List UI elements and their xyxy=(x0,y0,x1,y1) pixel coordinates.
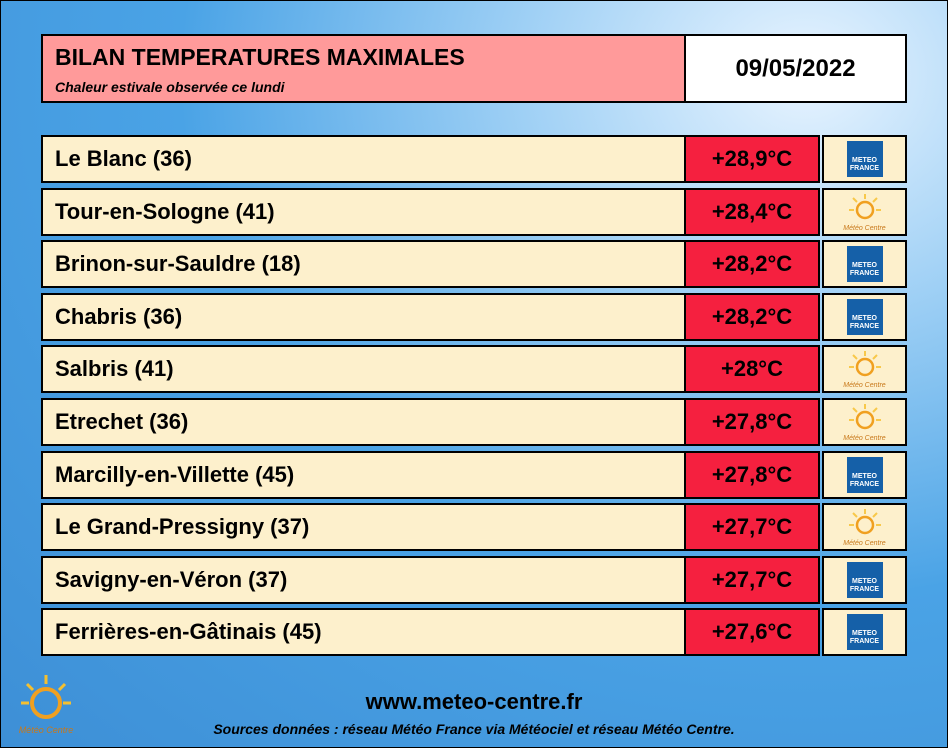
sun-icon xyxy=(848,404,881,430)
station: Le Blanc (36) xyxy=(41,135,686,183)
date: 09/05/2022 xyxy=(684,34,907,103)
meteo-centre-logo: Météo Centre xyxy=(840,402,890,442)
station: Le Grand-Pressigny (37) xyxy=(41,503,686,552)
logo-text: Météo Centre xyxy=(843,435,886,442)
station: Savigny-en-Véron (37) xyxy=(41,555,686,604)
logo-cell: METEO FRANCE xyxy=(822,450,907,499)
meteo-centre-logo: Météo Centre xyxy=(840,507,890,547)
logo-cell: Météo Centre xyxy=(822,503,907,552)
url: www.meteo-centre.fr xyxy=(365,689,583,714)
station: Etrechet (36) xyxy=(41,398,686,446)
sun-icon xyxy=(21,675,71,719)
sun-icon xyxy=(848,193,881,219)
station: Ferrières-en-Gâtinais (45) xyxy=(41,608,686,657)
temperature: +27,7°C xyxy=(684,503,820,552)
temperature: +27,8°C xyxy=(684,398,820,446)
header: BILAN TEMPERATURES MAXIMALES Chaleur est… xyxy=(41,34,686,103)
meteo-france-logo: METEO FRANCE xyxy=(846,298,883,335)
logo-cell: Météo Centre xyxy=(822,398,907,446)
logo-text: Météo Centre xyxy=(843,224,886,232)
station: Salbris (41) xyxy=(41,345,686,394)
title: BILAN TEMPERATURES MAXIMALES xyxy=(55,44,465,70)
temperature: +27,7°C xyxy=(684,555,820,604)
logo-cell: Météo Centre xyxy=(822,345,907,394)
logo-text: Météo Centre xyxy=(843,540,886,548)
station: Chabris (36) xyxy=(41,292,686,341)
sun-icon xyxy=(848,509,881,535)
temperature: +27,8°C xyxy=(684,450,820,499)
subtitle: Chaleur estivale observée ce lundi xyxy=(55,79,285,95)
logo-cell: METEO FRANCE xyxy=(822,292,907,341)
temperature: +28,2°C xyxy=(684,292,820,341)
station: Marcilly-en-Villette (45) xyxy=(41,450,686,499)
logo-text: Météo Centre xyxy=(843,382,886,390)
sun-icon xyxy=(848,351,881,377)
sources: Sources données : réseau Météo France vi… xyxy=(213,721,735,737)
logo-cell: Météo Centre xyxy=(822,187,907,236)
meteo-france-logo: METEO FRANCE xyxy=(846,561,883,598)
logo-cell: METEO FRANCE xyxy=(822,555,907,604)
temperature: +28,9°C xyxy=(684,135,820,183)
footer-logo: Météo Centre xyxy=(11,671,81,741)
footer-logo-text: Météo Centre xyxy=(18,725,74,735)
station: Tour-en-Sologne (41) xyxy=(41,187,686,236)
meteo-centre-logo: Météo Centre xyxy=(840,349,890,389)
meteo-france-logo: METEO FRANCE xyxy=(846,246,883,283)
meteo-france-logo: METEO FRANCE xyxy=(846,456,883,493)
meteo-france-logo: METEO FRANCE xyxy=(846,141,883,177)
temperature: +28°C xyxy=(684,345,820,394)
temperature: +28,4°C xyxy=(684,187,820,236)
meteo-france-logo: METEO FRANCE xyxy=(846,614,883,651)
logo-cell: METEO FRANCE xyxy=(822,608,907,657)
logo-cell: METEO FRANCE xyxy=(822,240,907,289)
temperature: +28,2°C xyxy=(684,240,820,289)
meteo-centre-logo: Météo Centre xyxy=(840,192,890,232)
logo-cell: METEO FRANCE xyxy=(822,135,907,183)
temperature: +27,6°C xyxy=(684,608,820,657)
station: Brinon-sur-Sauldre (18) xyxy=(41,240,686,289)
